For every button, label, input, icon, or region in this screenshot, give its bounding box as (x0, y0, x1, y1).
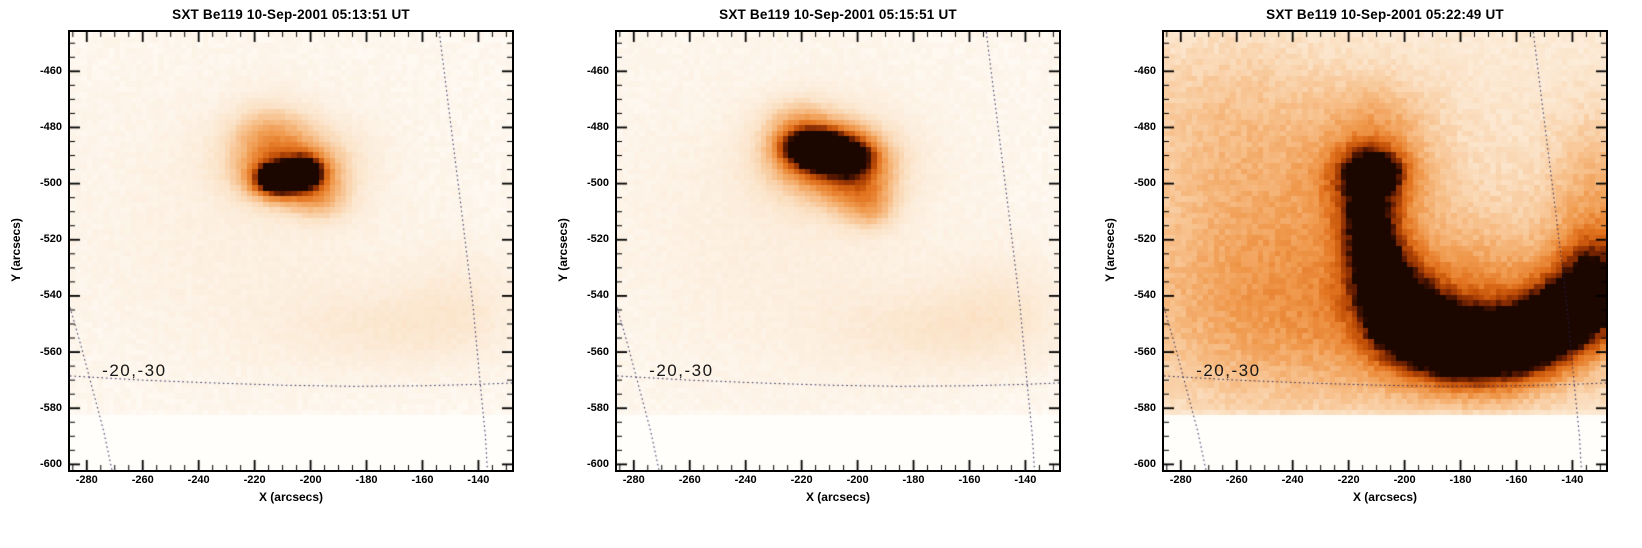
x-tick-label: -240 (187, 474, 210, 486)
y-tick-label: -520 (586, 233, 609, 246)
x-tick-label: -140 (1561, 474, 1584, 486)
heatmap-canvas (70, 32, 512, 470)
coordinate-annotation: -20,-30 (102, 360, 167, 380)
plot-title: SXT Be119 10-Sep-2001 05:15:51 UT (719, 7, 957, 22)
x-tick-label: -240 (1281, 474, 1304, 486)
panel-2: SXT Be119 10-Sep-2001 05:15:51 UT Y (arc… (547, 0, 1094, 548)
coordinate-annotation: -20,-30 (1196, 360, 1261, 380)
x-tick-label: -140 (1014, 474, 1037, 486)
x-tick-label: -200 (1393, 474, 1416, 486)
x-tick-label: -280 (75, 474, 98, 486)
y-tick-label: -480 (586, 120, 609, 133)
y-tick-label: -460 (1133, 64, 1156, 77)
y-tick-label: -480 (1133, 120, 1156, 133)
x-tick-label: -280 (1169, 474, 1192, 486)
y-tick-label: -560 (586, 345, 609, 358)
x-tick-label: -140 (467, 474, 490, 486)
plot-title: SXT Be119 10-Sep-2001 05:13:51 UT (172, 7, 410, 22)
x-axis-label: X (arcsecs) (258, 490, 324, 504)
y-tick-label: -560 (39, 345, 62, 358)
y-tick-label: -540 (1133, 289, 1156, 302)
x-tick-label: -200 (299, 474, 322, 486)
x-tick-label: -260 (678, 474, 701, 486)
y-tick-label: -500 (39, 177, 62, 190)
x-tick-label: -160 (958, 474, 981, 486)
y-tick-label: -600 (1133, 457, 1156, 470)
y-tick-label: -480 (39, 120, 62, 133)
y-tick-label: -540 (586, 289, 609, 302)
y-tick-label: -580 (1133, 401, 1156, 414)
plot-frame: -20,-30 (615, 30, 1061, 472)
heatmap-canvas (617, 32, 1059, 470)
y-tick-label: -460 (586, 64, 609, 77)
y-tick-label: -540 (39, 289, 62, 302)
x-tick-label: -220 (790, 474, 813, 486)
y-tick-label: -580 (586, 401, 609, 414)
y-tick-label: -500 (586, 177, 609, 190)
y-tick-label: -600 (586, 457, 609, 470)
y-tick-label: -520 (39, 233, 62, 246)
x-tick-label: -260 (1225, 474, 1248, 486)
y-tick-label: -500 (1133, 177, 1156, 190)
heatmap-canvas (1164, 32, 1606, 470)
coordinate-annotation: -20,-30 (649, 360, 714, 380)
x-tick-label: -180 (355, 474, 378, 486)
x-tick-label: -280 (622, 474, 645, 486)
x-tick-label: -220 (243, 474, 266, 486)
plot-title: SXT Be119 10-Sep-2001 05:22:49 UT (1266, 7, 1504, 22)
panel-3: SXT Be119 10-Sep-2001 05:22:49 UT Y (arc… (1094, 0, 1641, 548)
x-tick-label: -220 (1337, 474, 1360, 486)
plot-frame: -20,-30 (68, 30, 514, 472)
plot-frame: -20,-30 (1162, 30, 1608, 472)
y-tick-label: -580 (39, 401, 62, 414)
y-tick-label: -600 (39, 457, 62, 470)
x-tick-label: -200 (846, 474, 869, 486)
x-tick-label: -160 (411, 474, 434, 486)
x-tick-label: -180 (1449, 474, 1472, 486)
x-axis-label: X (arcsecs) (805, 490, 871, 504)
panel-1: SXT Be119 10-Sep-2001 05:13:51 UT Y (arc… (0, 0, 547, 548)
x-axis-label: X (arcsecs) (1352, 490, 1418, 504)
x-tick-label: -180 (902, 474, 925, 486)
y-tick-label: -560 (1133, 345, 1156, 358)
x-tick-label: -260 (131, 474, 154, 486)
x-tick-label: -160 (1505, 474, 1528, 486)
y-tick-label: -520 (1133, 233, 1156, 246)
x-tick-label: -240 (734, 474, 757, 486)
y-tick-label: -460 (39, 64, 62, 77)
